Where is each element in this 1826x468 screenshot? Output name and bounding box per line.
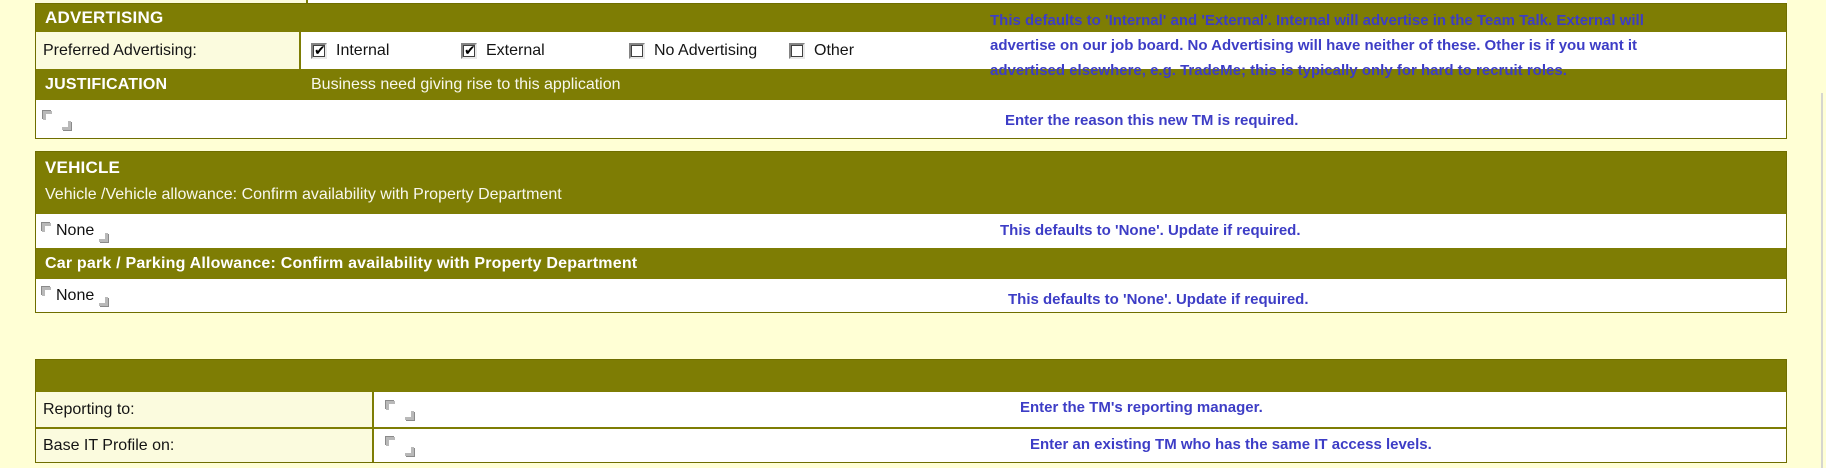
- form-field-close-marker-icon: [405, 447, 414, 456]
- previous-row-sliver: [35, 0, 1787, 3]
- checkbox-label: No Advertising: [654, 41, 758, 59]
- checked-checkbox-icon[interactable]: [311, 42, 327, 59]
- vehicle-allowance-field[interactable]: None: [36, 214, 1786, 248]
- justification-section-header: JUSTIFICATION Business need giving rise …: [36, 69, 1786, 100]
- advertising-annotation-line2: advertise on our job board. No Advertisi…: [990, 37, 1638, 54]
- vehicle-allowance-value[interactable]: None: [56, 222, 95, 239]
- form-field-close-marker-icon: [62, 120, 71, 130]
- checkbox-external[interactable]: External: [461, 32, 545, 69]
- form-field-close-marker-icon: [405, 411, 414, 420]
- vehicle-header-label: VEHICLE: [45, 158, 121, 177]
- carpark-allowance-value[interactable]: None: [56, 286, 95, 304]
- reporting-to-label: Reporting to:: [43, 400, 135, 418]
- reporting-to-label-cell: Reporting to:: [36, 392, 374, 427]
- carpark-allowance-field[interactable]: None: [36, 279, 1786, 312]
- vehicle-annotation: This defaults to 'None'. Update if requi…: [1000, 222, 1301, 239]
- preferred-advertising-label: Preferred Advertising:: [43, 41, 197, 59]
- form-field-close-marker-icon: [99, 232, 109, 242]
- checkbox-label: Other: [814, 41, 855, 59]
- checkbox-label: External: [486, 41, 545, 59]
- checkbox-other[interactable]: Other: [789, 32, 854, 69]
- unchecked-checkbox-icon[interactable]: [629, 42, 645, 59]
- base-it-profile-field[interactable]: [374, 429, 1786, 462]
- reporting-annotation: Enter the TM's reporting manager.: [1020, 399, 1263, 416]
- advertising-annotation: This defaults to 'Internal' and 'Externa…: [990, 8, 1644, 83]
- reporting-section-header: [36, 360, 1786, 392]
- justification-annotation: Enter the reason this new TM is required…: [1005, 112, 1299, 129]
- advertising-header-label: ADVERTISING: [45, 8, 164, 27]
- advertising-section-header: ADVERTISING: [36, 4, 1786, 32]
- form-field-open-marker-icon: [386, 437, 395, 446]
- advertising-annotation-line1: This defaults to 'Internal' and 'Externa…: [990, 12, 1644, 29]
- vehicle-table: VEHICLE Vehicle /Vehicle allowance: Conf…: [35, 151, 1787, 313]
- form-field-close-marker-icon: [99, 297, 109, 306]
- checked-checkbox-icon[interactable]: [461, 42, 477, 59]
- window-edge-line: [1821, 93, 1823, 468]
- vehicle-section-header: VEHICLE Vehicle /Vehicle allowance: Conf…: [36, 152, 1786, 214]
- form-field-open-marker-icon: [42, 222, 51, 232]
- carpark-label: Car park / Parking Allowance: Confirm av…: [45, 254, 638, 272]
- checkbox-no-advertising[interactable]: No Advertising: [629, 32, 757, 69]
- carpark-section-header: Car park / Parking Allowance: Confirm av…: [36, 248, 1786, 279]
- justification-header-label: JUSTIFICATION: [45, 75, 168, 93]
- carpark-annotation: This defaults to 'None'. Update if requi…: [1008, 291, 1309, 308]
- justification-input-field[interactable]: [36, 100, 1786, 138]
- reporting-to-field[interactable]: [374, 392, 1786, 427]
- advertising-annotation-line3: advertised elsewhere, e.g. TradeMe; this…: [990, 62, 1567, 79]
- reporting-table: Reporting to: Base IT Profile on:: [35, 359, 1787, 463]
- justification-description: Business need giving rise to this applic…: [311, 75, 621, 93]
- advertising-table: ADVERTISING Preferred Advertising: Inter…: [35, 3, 1787, 139]
- form-field-open-marker-icon: [42, 287, 51, 296]
- vehicle-allowance-label: Vehicle /Vehicle allowance: Confirm avai…: [45, 186, 562, 203]
- preferred-advertising-label-cell: Preferred Advertising:: [36, 32, 301, 69]
- advertising-checkbox-group: Internal External No Advertising Other: [301, 32, 1786, 69]
- base-it-annotation: Enter an existing TM who has the same IT…: [1030, 436, 1432, 453]
- base-it-profile-label-cell: Base IT Profile on:: [36, 429, 374, 462]
- checkbox-label: Internal: [336, 41, 390, 59]
- base-it-profile-label: Base IT Profile on:: [43, 436, 175, 454]
- form-field-open-marker-icon: [386, 401, 395, 410]
- unchecked-checkbox-icon[interactable]: [789, 42, 805, 59]
- form-field-open-marker-icon: [43, 110, 52, 120]
- checkbox-internal[interactable]: Internal: [311, 32, 389, 69]
